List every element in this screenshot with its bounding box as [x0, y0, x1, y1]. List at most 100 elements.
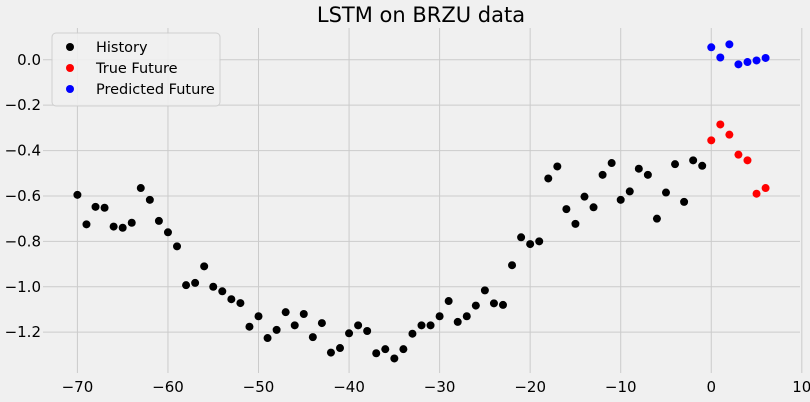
data-point-history: [245, 322, 254, 331]
x-tick-label: −30: [424, 378, 456, 396]
data-point-history: [326, 348, 335, 357]
data-point-history: [163, 228, 172, 237]
data-point-history: [625, 187, 634, 196]
data-point-history: [634, 164, 643, 173]
data-point-history: [489, 299, 498, 308]
data-point-history: [109, 222, 118, 231]
data-point-predicted-future: [725, 40, 734, 49]
x-tick-label: −40: [333, 378, 365, 396]
data-point-true-future: [752, 189, 761, 198]
data-point-history: [82, 220, 91, 229]
data-point-history: [299, 309, 308, 318]
x-tick-label: −10: [605, 378, 637, 396]
data-point-true-future: [725, 130, 734, 139]
data-point-history: [535, 237, 544, 246]
y-tick-label: 0.0: [17, 51, 41, 69]
x-tick-label: −60: [152, 378, 184, 396]
data-point-history: [100, 203, 109, 212]
data-point-true-future: [707, 136, 716, 145]
data-point-history: [671, 160, 680, 169]
data-point-history: [453, 317, 462, 326]
data-point-true-future: [716, 120, 725, 129]
data-point-history: [661, 188, 670, 197]
legend-marker-predicted-future: [66, 85, 74, 93]
data-point-predicted-future: [743, 58, 752, 67]
data-point-history: [616, 195, 625, 204]
data-point-history: [571, 219, 580, 228]
y-tick-label: −1.0: [5, 278, 41, 296]
data-point-history: [218, 287, 227, 296]
legend-label-true-future: True Future: [95, 61, 178, 77]
data-point-history: [209, 282, 218, 291]
y-tick-label: −0.4: [5, 142, 41, 160]
legend-label-predicted-future: Predicted Future: [96, 82, 215, 98]
data-point-history: [272, 325, 281, 334]
data-point-history: [462, 312, 471, 321]
data-point-predicted-future: [752, 56, 761, 65]
legend-label-history: History: [96, 40, 148, 56]
data-point-history: [336, 344, 345, 353]
y-tick-label: −1.2: [5, 323, 41, 341]
data-point-history: [562, 205, 571, 214]
data-point-history: [553, 162, 562, 171]
data-point-history: [444, 297, 453, 306]
data-point-history: [263, 334, 272, 343]
data-point-history: [345, 329, 354, 338]
data-point-history: [508, 261, 517, 270]
data-point-history: [145, 195, 154, 204]
data-point-history: [698, 161, 707, 170]
x-tick-label: −50: [243, 378, 275, 396]
legend: History True Future Predicted Future: [51, 32, 221, 107]
data-point-history: [526, 240, 535, 249]
data-point-history: [471, 301, 480, 310]
data-point-history: [390, 354, 399, 363]
data-point-history: [363, 327, 372, 336]
data-point-history: [200, 262, 209, 271]
data-point-history: [191, 278, 200, 287]
data-point-history: [399, 345, 408, 354]
points-layer: [73, 40, 770, 363]
grid-layer: [43, 28, 803, 373]
y-tick-label: −0.6: [5, 187, 41, 205]
legend-box: [51, 32, 221, 107]
data-point-history: [317, 319, 326, 328]
data-point-history: [435, 312, 444, 321]
data-point-predicted-future: [734, 60, 743, 69]
x-tick-label: −70: [62, 378, 94, 396]
data-point-history: [607, 159, 616, 168]
chart-title: LSTM on BRZU data: [317, 3, 525, 27]
data-point-history: [182, 281, 191, 290]
data-point-history: [118, 223, 127, 232]
data-point-history: [372, 349, 381, 358]
data-point-history: [426, 321, 435, 330]
data-point-true-future: [761, 184, 770, 193]
data-point-true-future: [734, 150, 743, 159]
data-point-history: [408, 329, 417, 338]
data-point-predicted-future: [761, 53, 770, 62]
data-point-history: [254, 312, 263, 321]
data-point-history: [517, 233, 526, 242]
data-point-history: [544, 174, 553, 183]
x-tick-label: 0: [706, 378, 716, 396]
data-point-history: [480, 286, 489, 295]
data-point-history: [136, 184, 145, 193]
data-point-history: [308, 333, 317, 342]
data-point-history: [381, 345, 390, 354]
x-tick-label: 10: [792, 378, 810, 396]
data-point-true-future: [743, 156, 752, 165]
legend-marker-history: [66, 43, 74, 51]
data-point-history: [91, 202, 100, 211]
data-point-history: [652, 214, 661, 223]
data-point-history: [580, 192, 589, 201]
data-point-history: [290, 321, 299, 330]
legend-marker-true-future: [66, 64, 74, 72]
data-point-history: [173, 242, 182, 251]
data-point-history: [417, 321, 426, 330]
data-point-predicted-future: [716, 53, 725, 62]
x-tick-label: −20: [514, 378, 546, 396]
data-point-history: [127, 218, 136, 227]
data-point-history: [227, 295, 236, 304]
data-point-history: [498, 300, 507, 309]
data-point-history: [680, 197, 689, 206]
